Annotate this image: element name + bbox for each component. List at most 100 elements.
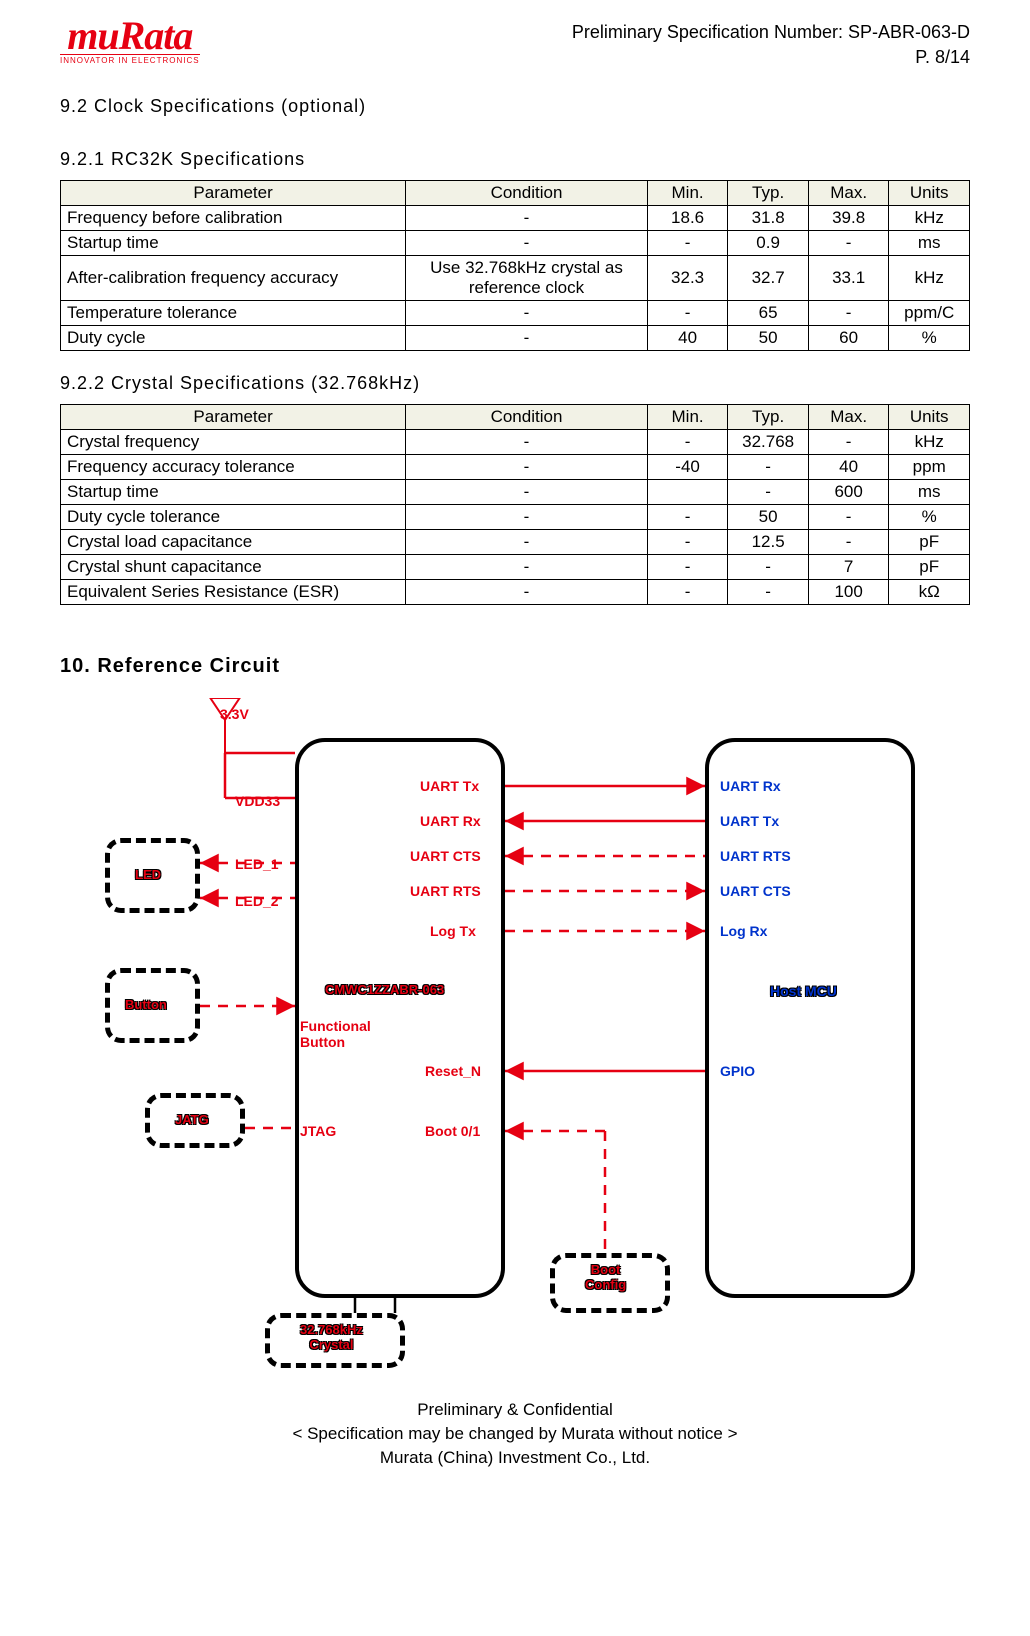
cell-typ: -: [728, 580, 809, 605]
cell-min: -40: [647, 455, 728, 480]
table-row: Crystal frequency--32.768-kHz: [61, 430, 970, 455]
logo-text: muRata: [67, 20, 192, 52]
label-log_tx: Log Tx: [430, 923, 476, 939]
cell-min: -: [647, 580, 728, 605]
cell-param: Crystal shunt capacitance: [61, 555, 406, 580]
cell-min: -: [647, 505, 728, 530]
label-uart_rts: UART RTS: [410, 883, 481, 899]
spec-number: Preliminary Specification Number: SP-ABR…: [572, 20, 970, 45]
heading-9-2-1: 9.2.1 RC32K Specifications: [60, 149, 970, 170]
th-units: Units: [889, 405, 970, 430]
cell-typ: -: [728, 555, 809, 580]
th-units: Units: [889, 181, 970, 206]
label-uart_rts: UART RTS: [720, 848, 791, 864]
cell-units: ms: [889, 231, 970, 256]
label-led: LED: [135, 868, 161, 883]
cell-units: ms: [889, 480, 970, 505]
logo: muRata INNOVATOR IN ELECTRONICS: [60, 20, 200, 65]
label-uart_tx: UART Tx: [420, 778, 479, 794]
footer-line-3: Murata (China) Investment Co., Ltd.: [60, 1446, 970, 1470]
cell-max: -: [808, 231, 889, 256]
cell-max: 40: [808, 455, 889, 480]
cell-min: -: [647, 530, 728, 555]
th-max: Max.: [808, 181, 889, 206]
cell-units: kHz: [889, 206, 970, 231]
cell-max: -: [808, 430, 889, 455]
cell-param: Startup time: [61, 480, 406, 505]
footer-line-2: < Specification may be changed by Murata…: [60, 1422, 970, 1446]
cell-max: -: [808, 530, 889, 555]
label-uart_rx: UART Rx: [420, 813, 481, 829]
label-button: Button: [125, 998, 167, 1013]
cell-max: -: [808, 505, 889, 530]
table-row: After-calibration frequency accuracyUse …: [61, 256, 970, 301]
cell-min: 32.3: [647, 256, 728, 301]
heading-10: 10. Reference Circuit: [60, 655, 970, 678]
cell-min: -: [647, 555, 728, 580]
cell-min: -: [647, 301, 728, 326]
th-max: Max.: [808, 405, 889, 430]
label-module: CMWC1ZZABR-063: [325, 983, 444, 998]
label-led2: LED_2: [235, 893, 279, 909]
cell-typ: 65: [728, 301, 809, 326]
heading-9-2-2: 9.2.2 Crystal Specifications (32.768kHz): [60, 373, 970, 394]
cell-units: %: [889, 505, 970, 530]
cell-units: kΩ: [889, 580, 970, 605]
th-condition: Condition: [406, 405, 648, 430]
cell-param: Temperature tolerance: [61, 301, 406, 326]
cell-cond: -: [406, 580, 648, 605]
cell-param: Duty cycle tolerance: [61, 505, 406, 530]
cell-units: %: [889, 326, 970, 351]
cell-cond: Use 32.768kHz crystal as reference clock: [406, 256, 648, 301]
cell-units: pF: [889, 555, 970, 580]
cell-cond: -: [406, 430, 648, 455]
cell-cond: -: [406, 455, 648, 480]
cell-param: Frequency before calibration: [61, 206, 406, 231]
label-uart_cts: UART CTS: [410, 848, 481, 864]
table-row: Equivalent Series Resistance (ESR)---100…: [61, 580, 970, 605]
th-min: Min.: [647, 181, 728, 206]
cell-cond: -: [406, 555, 648, 580]
label-reset_n: Reset_N: [425, 1063, 481, 1079]
cell-param: Frequency accuracy tolerance: [61, 455, 406, 480]
cell-cond: -: [406, 505, 648, 530]
th-min: Min.: [647, 405, 728, 430]
cell-param: Startup time: [61, 231, 406, 256]
label-led1: LED_1: [235, 856, 279, 872]
table-row: Crystal load capacitance--12.5-pF: [61, 530, 970, 555]
table-row: Duty cycle tolerance--50-%: [61, 505, 970, 530]
label-uart_rx: UART Rx: [720, 778, 781, 794]
cell-min: [647, 480, 728, 505]
cell-param: Crystal frequency: [61, 430, 406, 455]
table-9-2-2: Parameter Condition Min. Typ. Max. Units…: [60, 404, 970, 605]
label-host_mcu: Host MCU: [770, 983, 837, 999]
page-header: muRata INNOVATOR IN ELECTRONICS Prelimin…: [60, 20, 970, 70]
cell-units: ppm: [889, 455, 970, 480]
cell-min: 40: [647, 326, 728, 351]
cell-cond: -: [406, 326, 648, 351]
table-row: Temperature tolerance--65-ppm/C: [61, 301, 970, 326]
cell-units: kHz: [889, 256, 970, 301]
cell-param: Equivalent Series Resistance (ESR): [61, 580, 406, 605]
cell-typ: 32.768: [728, 430, 809, 455]
th-condition: Condition: [406, 181, 648, 206]
cell-cond: -: [406, 530, 648, 555]
heading-9-2: 9.2 Clock Specifications (optional): [60, 96, 970, 117]
th-parameter: Parameter: [61, 405, 406, 430]
cell-max: 7: [808, 555, 889, 580]
cell-min: 18.6: [647, 206, 728, 231]
label-gpio: GPIO: [720, 1063, 755, 1079]
cell-typ: -: [728, 480, 809, 505]
label-uart_cts: UART CTS: [720, 883, 791, 899]
table-row: Crystal shunt capacitance---7pF: [61, 555, 970, 580]
label-boot01: Boot 0/1: [425, 1123, 480, 1139]
table-header-row: Parameter Condition Min. Typ. Max. Units: [61, 181, 970, 206]
label-log_rx: Log Rx: [720, 923, 767, 939]
cell-max: -: [808, 301, 889, 326]
header-right: Preliminary Specification Number: SP-ABR…: [572, 20, 970, 70]
cell-param: Duty cycle: [61, 326, 406, 351]
th-typ: Typ.: [728, 405, 809, 430]
label-jatg: JATG: [175, 1113, 209, 1128]
cell-cond: -: [406, 480, 648, 505]
cell-typ: 32.7: [728, 256, 809, 301]
